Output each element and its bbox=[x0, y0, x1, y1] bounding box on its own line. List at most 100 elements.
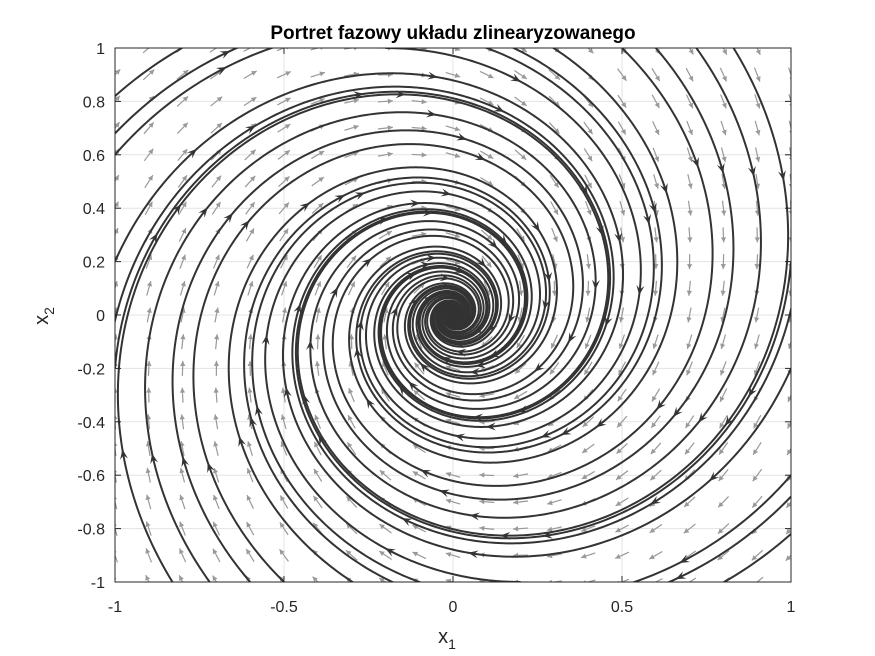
field-arrow bbox=[279, 495, 289, 509]
field-arrow-head bbox=[214, 334, 220, 340]
field-arrow bbox=[686, 334, 693, 350]
field-arrow-head bbox=[180, 281, 186, 287]
field-arrow-head bbox=[454, 126, 461, 132]
field-arrow bbox=[280, 441, 288, 456]
field-arrow bbox=[686, 120, 693, 136]
trajectory-arrow bbox=[540, 430, 552, 438]
field-arrow-head bbox=[348, 334, 355, 340]
field-arrow-head bbox=[787, 422, 791, 429]
field-arrow bbox=[717, 523, 730, 535]
field-arrow bbox=[650, 442, 662, 455]
field-arrow bbox=[687, 227, 693, 243]
x-tick-label: -0.5 bbox=[270, 599, 298, 616]
trajectory-arrow bbox=[353, 347, 362, 359]
field-arrow-head bbox=[521, 73, 527, 79]
field-arrow-head bbox=[148, 122, 154, 128]
trajectory-arrow bbox=[500, 531, 511, 540]
field-arrow-head bbox=[513, 499, 519, 505]
field-arrow bbox=[616, 442, 628, 455]
trajectory-arrow bbox=[318, 434, 327, 446]
field-arrow-head bbox=[315, 334, 321, 340]
field-arrow bbox=[344, 48, 358, 51]
trajectory-arrow bbox=[329, 287, 338, 298]
field-arrow bbox=[686, 280, 692, 296]
field-arrow-head bbox=[652, 290, 659, 296]
field-arrow-head bbox=[479, 499, 485, 505]
field-arrow-head bbox=[248, 281, 254, 287]
field-arrow bbox=[279, 228, 289, 242]
field-arrow bbox=[684, 442, 695, 455]
field-arrow bbox=[179, 387, 186, 403]
field-arrow bbox=[378, 523, 392, 534]
field-arrow bbox=[213, 414, 219, 430]
field-arrow-head bbox=[284, 124, 291, 129]
trajectory-arrow bbox=[660, 182, 668, 194]
field-arrow-head bbox=[179, 521, 185, 528]
field-arrow bbox=[513, 473, 529, 479]
field-arrow bbox=[652, 361, 660, 376]
field-arrow-head bbox=[621, 75, 627, 81]
field-arrow-head bbox=[345, 550, 352, 556]
field-arrow-head bbox=[147, 175, 153, 181]
field-arrow-shaft bbox=[756, 576, 764, 582]
trajectory-arrow bbox=[401, 518, 413, 527]
field-arrow bbox=[580, 552, 596, 559]
field-arrow-head bbox=[551, 290, 558, 296]
field-arrow bbox=[278, 175, 290, 188]
field-arrow bbox=[720, 120, 727, 136]
field-arrow-head bbox=[788, 157, 791, 161]
x-axis-label-main: x bbox=[438, 626, 448, 648]
field-arrow-head bbox=[216, 123, 222, 129]
field-arrow-head bbox=[145, 494, 151, 501]
field-arrow-head bbox=[654, 156, 660, 162]
trajectory-arrow bbox=[454, 340, 466, 349]
field-arrow bbox=[584, 200, 592, 216]
field-arrow-head bbox=[179, 494, 185, 501]
field-arrow bbox=[550, 334, 559, 349]
trajectory-arrow bbox=[261, 334, 270, 346]
field-arrow bbox=[411, 152, 427, 158]
field-arrow-shaft bbox=[788, 67, 791, 77]
field-arrow-head bbox=[312, 576, 318, 582]
trajectory-arrow bbox=[426, 109, 437, 118]
field-arrow-head bbox=[787, 396, 791, 403]
field-arrow-head bbox=[487, 100, 494, 105]
field-arrow-head bbox=[786, 502, 791, 508]
field-arrow bbox=[755, 48, 761, 56]
trajectory-arrow bbox=[238, 436, 246, 448]
field-arrow-head bbox=[621, 102, 627, 108]
field-arrow-head bbox=[581, 474, 588, 479]
field-arrow-head bbox=[246, 522, 252, 528]
trajectory-arrow bbox=[542, 299, 551, 310]
field-arrow bbox=[514, 362, 527, 374]
field-arrow bbox=[513, 499, 529, 505]
field-arrow bbox=[244, 149, 257, 161]
field-arrow bbox=[615, 497, 629, 507]
field-arrow bbox=[687, 200, 693, 216]
field-arrow bbox=[479, 525, 495, 531]
field-arrow bbox=[146, 280, 152, 296]
field-arrow bbox=[179, 414, 185, 430]
trajectory-arrow bbox=[691, 156, 699, 168]
field-arrow-head bbox=[454, 48, 461, 52]
field-arrow-head bbox=[619, 236, 625, 243]
trajectory-arrow bbox=[673, 406, 683, 418]
field-arrow bbox=[115, 280, 119, 291]
field-arrow-head bbox=[246, 548, 252, 555]
field-arrow bbox=[785, 554, 791, 562]
field-arrow bbox=[179, 441, 185, 456]
x-tick-label: 0.5 bbox=[611, 599, 633, 616]
field-arrow-head bbox=[754, 316, 760, 323]
field-arrow-head bbox=[584, 369, 590, 375]
field-arrow bbox=[445, 125, 461, 132]
field-arrow-head bbox=[650, 474, 656, 481]
field-arrow-head bbox=[181, 201, 187, 208]
trajectory-arrow bbox=[150, 453, 159, 465]
field-arrow-head bbox=[346, 496, 352, 502]
field-arrow-shaft bbox=[115, 553, 118, 563]
field-arrow bbox=[213, 360, 220, 376]
field-arrow-head bbox=[616, 448, 622, 454]
y-axis-label-subscript: 2 bbox=[41, 307, 57, 315]
trajectory-arrow bbox=[427, 71, 438, 80]
field-arrow bbox=[721, 174, 727, 189]
